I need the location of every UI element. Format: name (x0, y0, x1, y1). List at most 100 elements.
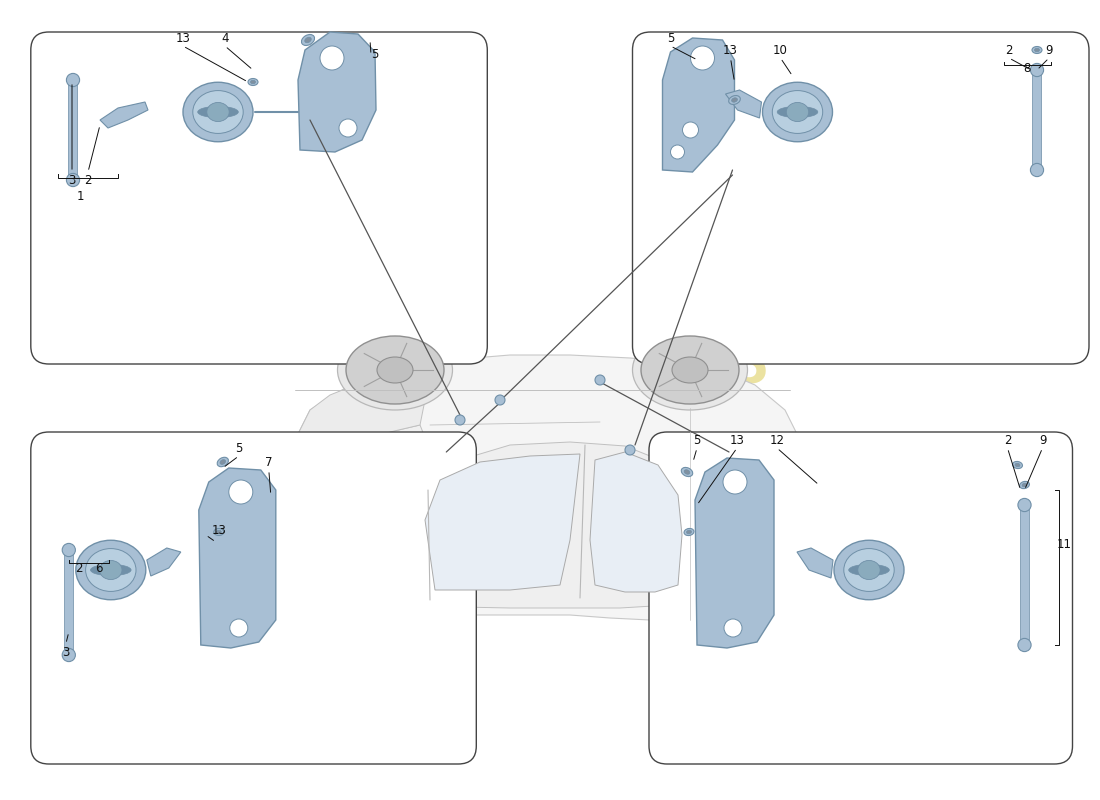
Ellipse shape (849, 565, 889, 576)
Ellipse shape (100, 561, 122, 579)
Ellipse shape (762, 82, 833, 142)
Ellipse shape (495, 395, 505, 405)
Text: 7: 7 (265, 455, 273, 469)
Ellipse shape (1031, 63, 1044, 77)
Ellipse shape (301, 34, 315, 46)
Ellipse shape (834, 540, 904, 600)
Ellipse shape (1018, 638, 1031, 651)
Text: 13: 13 (723, 43, 738, 57)
Ellipse shape (1034, 48, 1040, 52)
Ellipse shape (455, 415, 465, 425)
Polygon shape (298, 32, 376, 152)
Text: 2: 2 (1003, 434, 1011, 446)
Ellipse shape (251, 80, 255, 84)
FancyBboxPatch shape (31, 32, 487, 364)
Ellipse shape (732, 98, 737, 102)
Ellipse shape (723, 470, 747, 494)
Text: 11: 11 (1057, 538, 1072, 551)
Ellipse shape (632, 330, 748, 410)
Polygon shape (100, 102, 148, 128)
FancyBboxPatch shape (632, 32, 1089, 364)
Polygon shape (290, 355, 810, 620)
Ellipse shape (217, 530, 221, 534)
Ellipse shape (229, 480, 253, 504)
Ellipse shape (1012, 462, 1023, 469)
Text: 9: 9 (1038, 434, 1046, 446)
Text: 5: 5 (235, 442, 242, 454)
Ellipse shape (86, 549, 136, 591)
Ellipse shape (671, 145, 684, 159)
Ellipse shape (198, 106, 239, 118)
Ellipse shape (684, 470, 690, 474)
Ellipse shape (1022, 483, 1027, 487)
Text: 12: 12 (770, 434, 784, 446)
Ellipse shape (192, 90, 243, 134)
Ellipse shape (778, 106, 817, 118)
Ellipse shape (844, 549, 894, 591)
Ellipse shape (339, 119, 358, 137)
Text: 13: 13 (729, 434, 745, 446)
Text: 1: 1 (76, 190, 84, 202)
Ellipse shape (786, 102, 808, 122)
Text: 3: 3 (68, 174, 76, 186)
Ellipse shape (691, 46, 715, 70)
Ellipse shape (183, 82, 253, 142)
Polygon shape (726, 90, 761, 118)
Polygon shape (420, 442, 692, 608)
Ellipse shape (1015, 463, 1020, 466)
Ellipse shape (682, 122, 698, 138)
Text: 5: 5 (667, 31, 674, 45)
Ellipse shape (595, 375, 605, 385)
Text: 3: 3 (62, 646, 69, 658)
Text: 4: 4 (221, 31, 229, 45)
Ellipse shape (1018, 498, 1031, 512)
Ellipse shape (346, 336, 444, 404)
Text: 13: 13 (176, 31, 190, 45)
Polygon shape (662, 38, 735, 172)
Polygon shape (695, 458, 774, 648)
Ellipse shape (76, 540, 146, 600)
Ellipse shape (1031, 163, 1044, 177)
Ellipse shape (66, 74, 79, 86)
Ellipse shape (684, 529, 694, 535)
Ellipse shape (248, 78, 258, 86)
Polygon shape (590, 452, 682, 592)
Text: 13: 13 (211, 523, 227, 537)
Text: 2: 2 (1005, 43, 1013, 57)
Text: 5: 5 (693, 434, 701, 446)
Text: a passion for parts: a passion for parts (463, 458, 647, 502)
Ellipse shape (1020, 482, 1030, 489)
Ellipse shape (641, 336, 739, 404)
Text: 10: 10 (773, 43, 788, 57)
Text: 8: 8 (1023, 62, 1031, 74)
Text: parts: parts (619, 406, 701, 434)
Text: 2: 2 (85, 174, 91, 186)
Text: 2: 2 (75, 562, 82, 574)
Ellipse shape (63, 648, 76, 662)
Ellipse shape (858, 561, 880, 579)
Ellipse shape (728, 95, 740, 105)
Text: 9: 9 (1045, 43, 1053, 57)
Ellipse shape (625, 445, 635, 455)
Ellipse shape (230, 619, 248, 637)
Ellipse shape (724, 619, 743, 637)
Ellipse shape (772, 90, 823, 134)
FancyBboxPatch shape (649, 432, 1072, 764)
Polygon shape (310, 425, 438, 600)
Ellipse shape (1032, 46, 1042, 54)
Ellipse shape (672, 357, 708, 383)
Ellipse shape (338, 330, 452, 410)
Ellipse shape (377, 357, 412, 383)
FancyBboxPatch shape (31, 432, 476, 764)
Ellipse shape (217, 458, 229, 466)
Ellipse shape (207, 102, 229, 122)
Ellipse shape (686, 530, 692, 534)
Polygon shape (146, 548, 180, 576)
Text: 1985: 1985 (630, 346, 770, 394)
Ellipse shape (320, 46, 344, 70)
Ellipse shape (213, 529, 223, 535)
Ellipse shape (90, 565, 131, 576)
Ellipse shape (66, 174, 79, 186)
Polygon shape (798, 548, 833, 578)
Text: 6: 6 (95, 562, 102, 574)
